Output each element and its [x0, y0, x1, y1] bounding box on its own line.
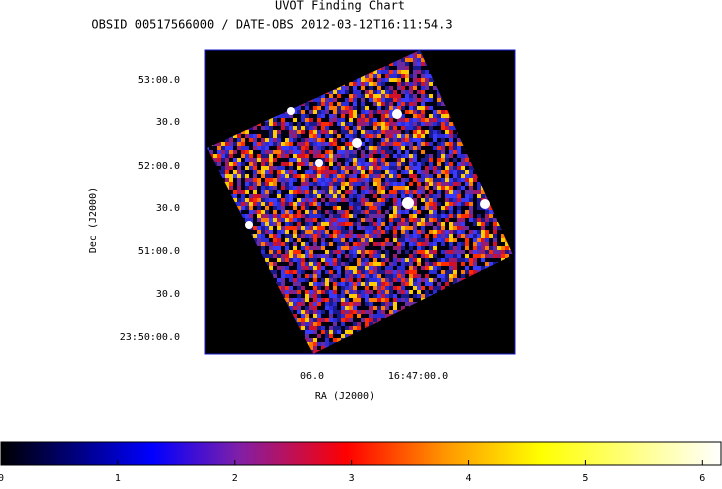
- y-tick-label: 52:00.0: [138, 161, 180, 172]
- colorbar-tick-label: 2: [232, 473, 238, 484]
- colorbar-tick-label: 6: [699, 473, 705, 484]
- colorbar-tick-label: 4: [466, 473, 472, 484]
- y-tick-label: 30.0: [156, 117, 180, 128]
- y-tick-label: 23:50:00.0: [120, 332, 180, 343]
- y-tick-label: 51:00.0: [138, 246, 180, 257]
- colorbar-tick-label: 3: [349, 473, 355, 484]
- chart-title: UVOT Finding Chart: [275, 0, 405, 13]
- y-tick-label: 30.0: [156, 203, 180, 214]
- y-axis-label: Dec (J2000): [88, 187, 99, 253]
- colorbar-tick-label: 5: [582, 473, 588, 484]
- colorbar: [1, 442, 721, 465]
- x-tick-label: 16:47:00.0: [388, 371, 448, 382]
- chart-subtitle: OBSID 00517566000 / DATE-OBS 2012-03-12T…: [91, 18, 452, 32]
- colorbar-tick-label: 1: [115, 473, 121, 484]
- y-tick-label: 30.0: [156, 289, 180, 300]
- colorbar-tick-label: 0: [0, 473, 4, 484]
- x-axis-label: RA (J2000): [315, 391, 375, 402]
- y-tick-label: 53:00.0: [138, 75, 180, 86]
- x-tick-label: 06.0: [300, 371, 324, 382]
